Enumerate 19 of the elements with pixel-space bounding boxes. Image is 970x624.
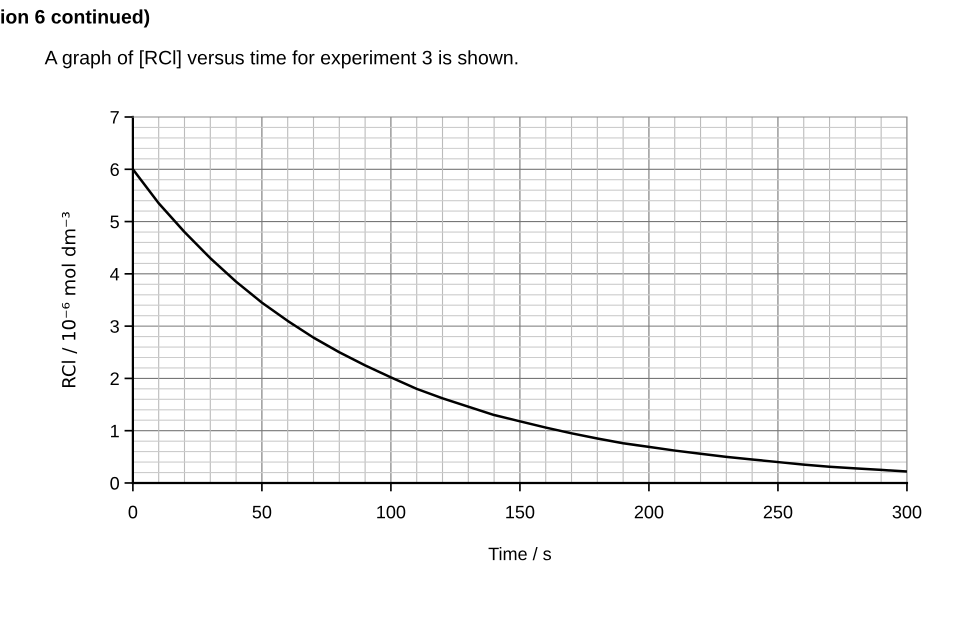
- y-tick-label: 3: [110, 320, 119, 333]
- y-tick-label: 1: [111, 424, 119, 438]
- y-tick-label: 2: [110, 372, 119, 385]
- x-tick-label: 200: [634, 506, 664, 518]
- y-tick-label: 6: [110, 163, 119, 176]
- y-axis-title: RCl / 10⁻⁶ mol dm⁻³: [62, 212, 78, 387]
- x-tick-label: 100: [377, 506, 406, 518]
- y-tick-label: 4: [110, 268, 120, 280]
- x-tick-label: 150: [506, 506, 534, 518]
- y-tick-label: 7: [110, 111, 119, 124]
- y-tick-label: 5: [110, 216, 119, 228]
- x-tick-label: 250: [764, 506, 792, 518]
- x-tick-label: 50: [252, 506, 272, 518]
- x-tick-label: 0: [128, 506, 138, 518]
- text: ion 6 continued): [1, 9, 150, 28]
- y-tick-label: 0: [110, 476, 119, 490]
- text: A graph of [RCl] versus time for experiment 3 is shown.: [44, 50, 518, 68]
- x-tick-label: 300: [892, 506, 922, 518]
- x-axis-title: Time / s: [488, 547, 552, 560]
